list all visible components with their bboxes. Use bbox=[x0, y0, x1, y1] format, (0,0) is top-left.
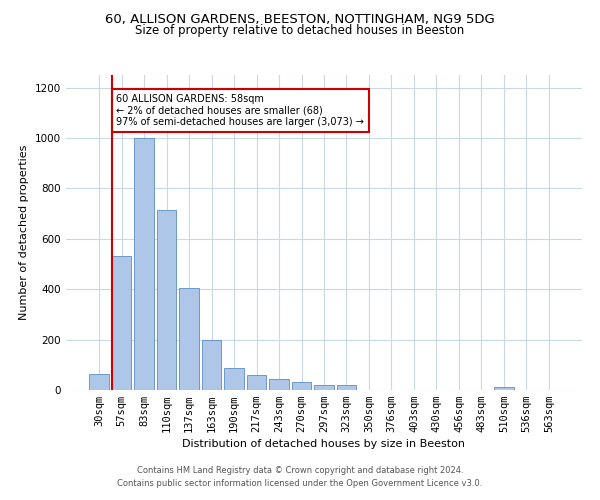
Bar bbox=[224, 368, 244, 390]
Bar bbox=[134, 138, 154, 390]
Y-axis label: Number of detached properties: Number of detached properties bbox=[19, 145, 29, 320]
Bar bbox=[179, 288, 199, 390]
Bar bbox=[89, 374, 109, 390]
Bar bbox=[202, 340, 221, 390]
Text: 60, ALLISON GARDENS, BEESTON, NOTTINGHAM, NG9 5DG: 60, ALLISON GARDENS, BEESTON, NOTTINGHAM… bbox=[105, 12, 495, 26]
X-axis label: Distribution of detached houses by size in Beeston: Distribution of detached houses by size … bbox=[182, 440, 466, 450]
Bar bbox=[337, 386, 356, 390]
Bar bbox=[314, 386, 334, 390]
Text: 60 ALLISON GARDENS: 58sqm
← 2% of detached houses are smaller (68)
97% of semi-d: 60 ALLISON GARDENS: 58sqm ← 2% of detach… bbox=[116, 94, 364, 127]
Bar bbox=[112, 256, 131, 390]
Bar bbox=[269, 380, 289, 390]
Text: Contains HM Land Registry data © Crown copyright and database right 2024.
Contai: Contains HM Land Registry data © Crown c… bbox=[118, 466, 482, 487]
Bar bbox=[157, 210, 176, 390]
Bar bbox=[494, 388, 514, 390]
Bar bbox=[292, 382, 311, 390]
Bar bbox=[247, 375, 266, 390]
Text: Size of property relative to detached houses in Beeston: Size of property relative to detached ho… bbox=[136, 24, 464, 37]
